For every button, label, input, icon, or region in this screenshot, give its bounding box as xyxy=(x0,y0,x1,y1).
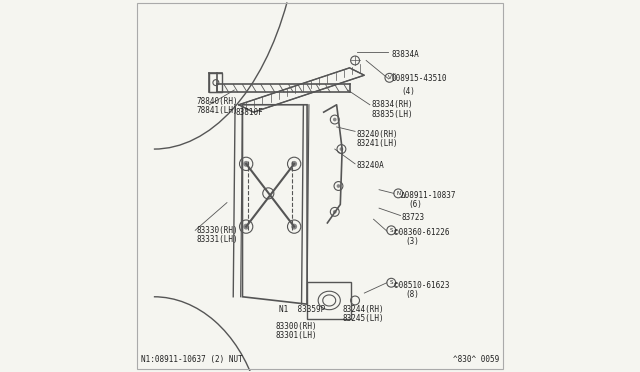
Text: 83240A: 83240A xyxy=(357,161,385,170)
Text: N: N xyxy=(396,191,401,196)
Text: 83723: 83723 xyxy=(401,213,424,222)
Text: (6): (6) xyxy=(408,200,422,209)
Text: S: S xyxy=(390,228,393,233)
Circle shape xyxy=(333,118,337,121)
Text: N1:08911-10637 (2) NUT: N1:08911-10637 (2) NUT xyxy=(141,355,243,364)
Circle shape xyxy=(291,161,297,167)
Text: V: V xyxy=(388,75,391,80)
Circle shape xyxy=(337,184,340,188)
Text: 83301(LH): 83301(LH) xyxy=(276,331,317,340)
Circle shape xyxy=(333,210,337,214)
Text: Δ08911-10837: Δ08911-10837 xyxy=(401,191,457,200)
Text: (4): (4) xyxy=(401,87,415,96)
Circle shape xyxy=(243,161,249,167)
Text: (3): (3) xyxy=(405,237,419,246)
Text: 83244(RH): 83244(RH) xyxy=(342,305,384,314)
Circle shape xyxy=(340,147,343,151)
Text: 83330(RH): 83330(RH) xyxy=(196,226,238,235)
Text: 83810F: 83810F xyxy=(235,108,263,117)
Text: 78841(LH): 78841(LH) xyxy=(196,106,238,115)
Text: 83300(RH): 83300(RH) xyxy=(276,322,317,331)
Text: 83834(RH): 83834(RH) xyxy=(372,100,413,109)
Text: Ö08915-43510: Ö08915-43510 xyxy=(392,74,447,83)
Text: ^830^ 0059: ^830^ 0059 xyxy=(453,355,499,364)
Circle shape xyxy=(243,224,249,230)
Text: 83835(LH): 83835(LH) xyxy=(372,109,413,119)
Text: (8): (8) xyxy=(405,291,419,299)
Text: ©08360-61226: ©08360-61226 xyxy=(394,228,449,237)
Text: ©08510-61623: ©08510-61623 xyxy=(394,281,449,290)
Text: 78840(RH): 78840(RH) xyxy=(196,97,238,106)
Text: S: S xyxy=(390,280,393,285)
Text: N1  83359P: N1 83359P xyxy=(280,305,326,314)
Text: 83240(RH): 83240(RH) xyxy=(357,130,399,139)
Text: 83834A: 83834A xyxy=(392,51,420,60)
Text: 83245(LH): 83245(LH) xyxy=(342,314,384,323)
Circle shape xyxy=(291,224,297,230)
Text: 83241(LH): 83241(LH) xyxy=(357,139,399,148)
Text: 83331(LH): 83331(LH) xyxy=(196,235,238,244)
